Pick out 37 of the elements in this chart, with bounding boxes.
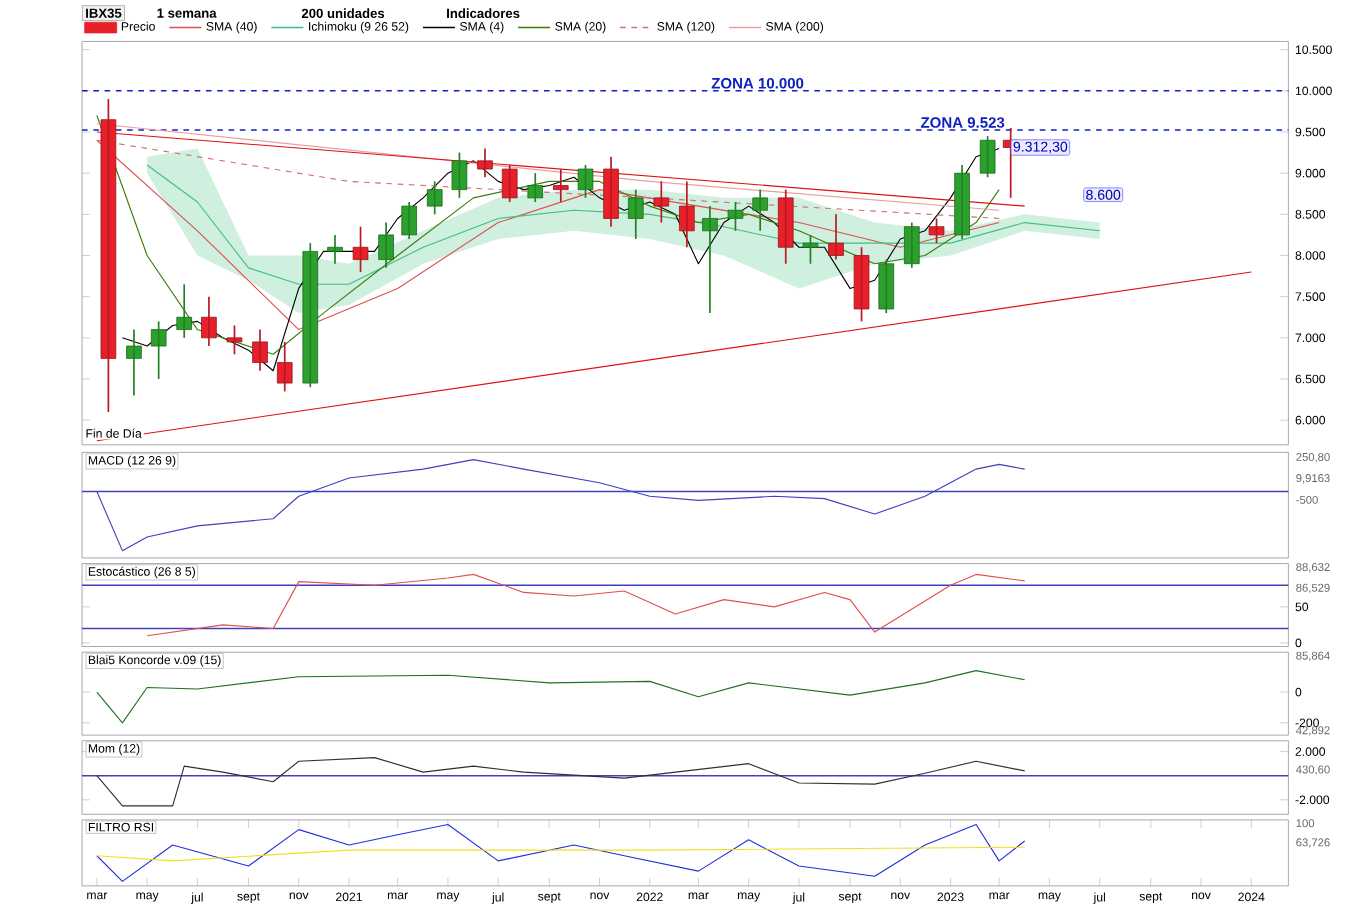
candlestick xyxy=(802,234,819,265)
line-series xyxy=(96,139,1000,219)
candlestick xyxy=(401,201,417,240)
candlestick xyxy=(226,324,243,356)
candlestick xyxy=(627,188,644,240)
candlestick xyxy=(276,341,293,393)
candlestick xyxy=(477,147,493,179)
candlestick xyxy=(752,188,768,232)
line-series xyxy=(96,670,1026,724)
candlestick xyxy=(679,180,695,249)
candlestick xyxy=(878,258,895,314)
candlestick xyxy=(126,328,142,397)
candlestick xyxy=(552,168,569,203)
candlestick xyxy=(378,221,394,269)
candlestick xyxy=(100,98,117,413)
line-series xyxy=(96,139,1000,331)
candlestick xyxy=(828,213,844,261)
candlestick xyxy=(150,320,167,380)
candlestick xyxy=(352,225,369,273)
candlestick xyxy=(653,180,670,224)
candlestick xyxy=(727,201,744,232)
candlestick xyxy=(979,135,996,179)
candlestick xyxy=(904,221,920,269)
candlestick xyxy=(777,188,794,265)
line-series xyxy=(96,757,1026,807)
candlestick xyxy=(577,164,594,199)
candlestick xyxy=(853,246,870,323)
candlestick xyxy=(252,328,268,372)
candlestick xyxy=(603,155,619,228)
candlestick xyxy=(327,234,343,265)
candlestick xyxy=(501,164,518,203)
candlestick xyxy=(527,172,544,203)
candlestick xyxy=(302,242,319,389)
candlestick xyxy=(451,151,468,199)
candlestick xyxy=(928,217,945,244)
candlestick xyxy=(954,164,970,240)
candlestick xyxy=(426,180,443,216)
